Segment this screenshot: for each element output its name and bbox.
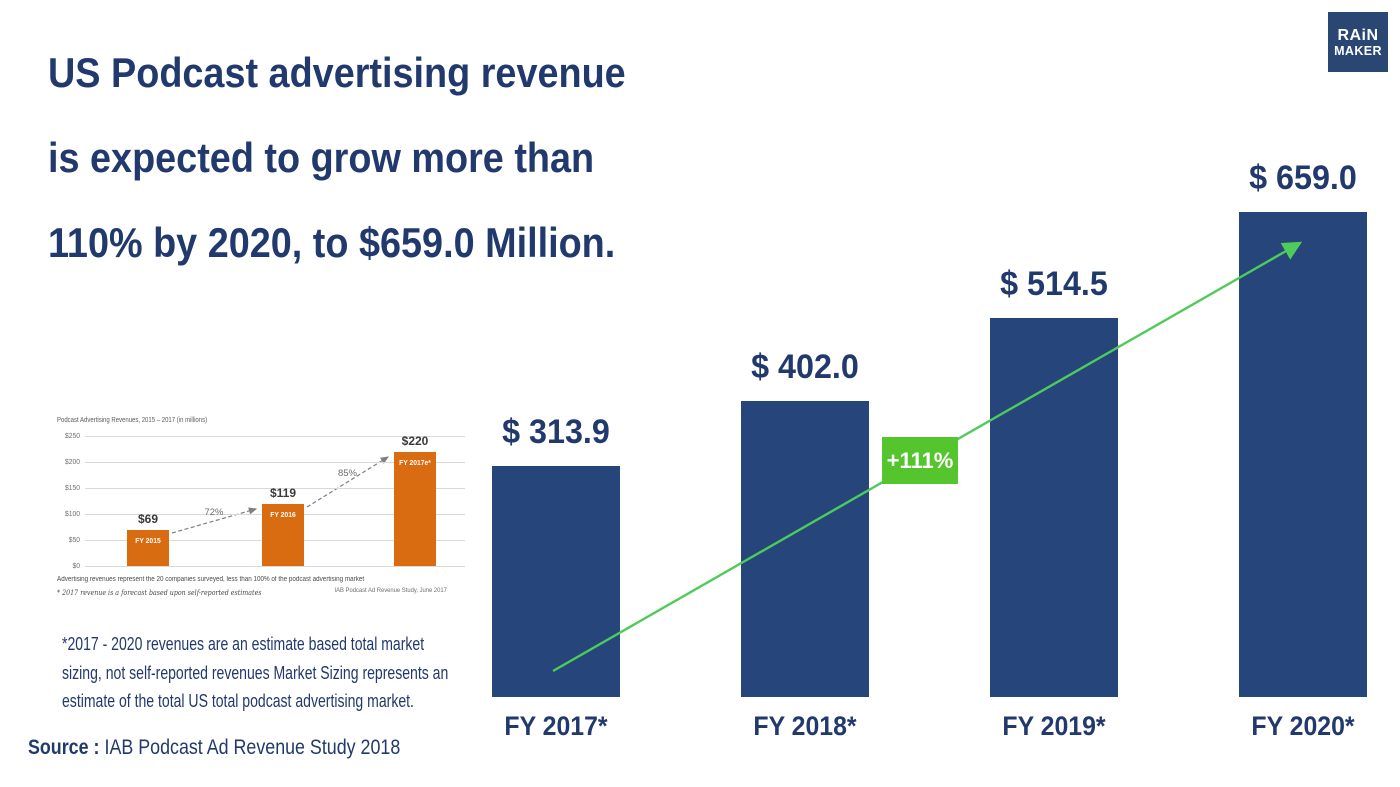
mini-y-tick-label: $200 — [64, 457, 80, 466]
mini-bar-category-label: FY 2015 — [135, 536, 161, 545]
headline-line-3: 110% by 2020, to $659.0 Million. — [48, 218, 616, 266]
mini-growth-percent-label: 85% — [337, 468, 358, 479]
mini-revenue-bar: FY 2017e* — [394, 452, 436, 566]
mini-chart: Podcast Advertising Revenues, 2015 – 201… — [55, 413, 475, 628]
main-bar-group: $ 313.9 FY 2017* — [492, 413, 620, 741]
mini-chart-title: Podcast Advertising Revenues, 2015 – 201… — [57, 415, 208, 424]
bar-category-label: FY 2019* — [1002, 711, 1106, 741]
bar-value-label: $ 514.5 — [1000, 265, 1108, 303]
mini-revenue-bar: FY 2015 — [127, 530, 169, 566]
mini-y-tick-label: $50 — [68, 535, 80, 544]
mini-bar-value-label: $119 — [269, 486, 297, 500]
revenue-bar — [1239, 212, 1367, 697]
bar-category-label: FY 2017* — [504, 711, 608, 741]
logo-text-line-2: MAKER — [1334, 43, 1382, 58]
mini-bar-value-label: $220 — [401, 434, 429, 448]
growth-badge: +111% — [882, 437, 958, 484]
mini-chart-source: IAB Podcast Ad Revenue Study, June 2017 — [334, 587, 447, 594]
footnote-line-1: *2017 - 2020 revenues are an estimate ba… — [62, 634, 425, 654]
mini-gridline — [85, 462, 465, 463]
mini-gridline — [85, 488, 465, 489]
headline-line-2: is expected to grow more than — [48, 133, 595, 181]
bar-category-label: FY 2018* — [753, 711, 857, 741]
mini-revenue-bar: FY 2016 — [262, 504, 304, 566]
footnote: *2017 - 2020 revenues are an estimate ba… — [62, 630, 557, 716]
main-bar-group: $ 402.0 FY 2018* — [741, 348, 869, 741]
mini-bar-category-label: FY 2016 — [270, 510, 296, 519]
bar-value-label: $ 313.9 — [502, 413, 610, 451]
mini-y-tick-label: $100 — [64, 509, 80, 518]
mini-y-tick-label: $0 — [72, 561, 80, 570]
headline: US Podcast advertising revenue is expect… — [48, 30, 690, 285]
revenue-bar — [990, 318, 1118, 697]
source-line: Source : IAB Podcast Ad Revenue Study 201… — [28, 736, 400, 760]
mini-growth-percent-label: 72% — [204, 507, 224, 518]
mini-gridline — [85, 566, 465, 567]
bar-category-label: FY 2020* — [1251, 711, 1355, 741]
main-bar-group: $ 659.0 FY 2020* — [1239, 159, 1367, 741]
bar-value-label: $ 402.0 — [751, 348, 859, 386]
mini-y-tick-label: $150 — [64, 483, 80, 492]
mini-gridline — [85, 436, 465, 437]
mini-growth-arrows — [171, 456, 390, 534]
main-bar-group: $ 514.5 FY 2019* — [990, 265, 1118, 741]
logo-text-line-1: RAiN — [1337, 26, 1379, 44]
mini-bar-value-label: $69 — [137, 512, 159, 526]
source-text: IAB Podcast Ad Revenue Study 2018 — [104, 736, 401, 759]
mini-chart-footnote-1: Advertising revenues represent the 20 co… — [57, 576, 365, 583]
mini-growth-arrow-line — [306, 456, 390, 508]
mini-growth-arrow-line — [171, 507, 258, 534]
revenue-bar — [741, 401, 869, 697]
mini-bar-category-label: FY 2017e* — [399, 458, 431, 467]
mini-chart-footnote-2: * 2017 revenue is a forecast based upon … — [57, 589, 262, 597]
bar-value-label: $ 659.0 — [1249, 159, 1357, 197]
footnote-line-3: estimate of the total US total podcast a… — [62, 691, 414, 711]
headline-line-1: US Podcast advertising revenue — [48, 48, 626, 96]
source-label: Source : — [28, 736, 100, 759]
revenue-bar — [492, 466, 620, 697]
mini-chart-plot: $250 $200 $150 $100 $50 $0 FY 2015 $69 FY 2016 $1… — [65, 431, 465, 570]
mini-y-tick-label: $250 — [64, 431, 80, 440]
rainmaker-logo: RAiN MAKER — [1328, 12, 1388, 72]
footnote-line-2: sizing, not self-reported revenues Marke… — [62, 662, 449, 683]
